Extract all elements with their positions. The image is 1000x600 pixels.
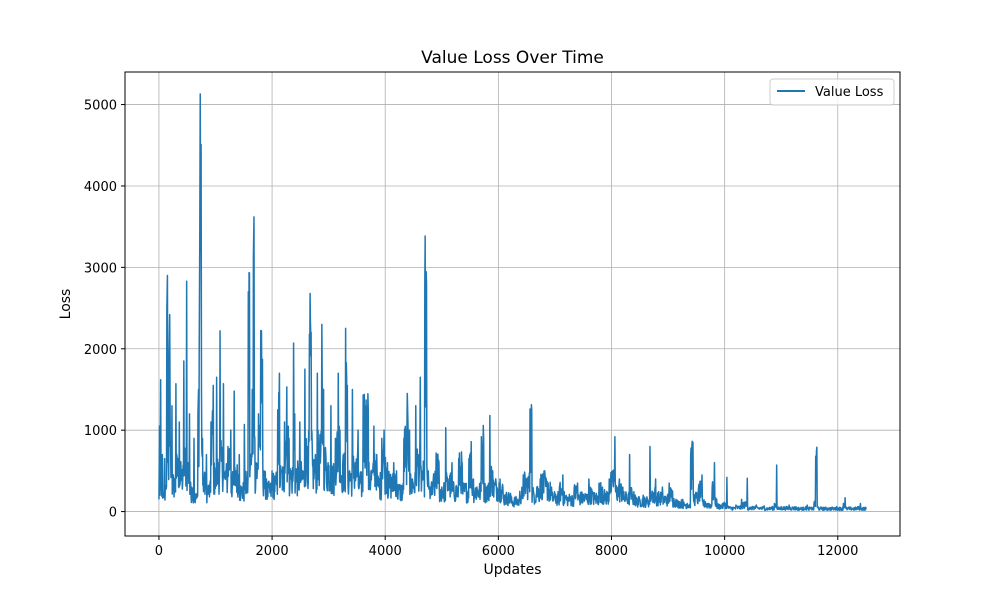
series-line-value-loss (158, 93, 867, 512)
x-tick-label: 10000 (704, 544, 745, 559)
grid-lines (125, 72, 900, 536)
x-tick-label: 12000 (817, 544, 858, 559)
y-tick-label: 4000 (84, 180, 117, 195)
chart-title: Value Loss Over Time (421, 48, 604, 68)
legend-label-value-loss: Value Loss (815, 85, 884, 100)
y-tick-label: 2000 (84, 343, 117, 358)
y-tick-label: 1000 (84, 424, 117, 439)
y-axis-ticks: 0 1000 2000 3000 4000 5000 (84, 99, 125, 521)
legend: Value Loss (769, 78, 895, 106)
x-tick-label: 6000 (482, 544, 515, 559)
x-tick-label: 8000 (595, 544, 628, 559)
x-tick-label: 0 (155, 544, 163, 559)
x-tick-label: 4000 (369, 544, 402, 559)
y-tick-label: 5000 (84, 99, 117, 114)
x-axis-title: Updates (484, 562, 542, 578)
x-axis-ticks: 0 2000 4000 6000 8000 10000 12000 (155, 536, 858, 559)
x-tick-label: 2000 (256, 544, 289, 559)
y-tick-label: 0 (109, 506, 117, 521)
y-axis-title: Loss (58, 289, 74, 320)
plot-area-frame (124, 71, 901, 537)
series-layer (158, 93, 867, 512)
y-tick-label: 3000 (84, 261, 117, 276)
legend-box (769, 78, 895, 106)
